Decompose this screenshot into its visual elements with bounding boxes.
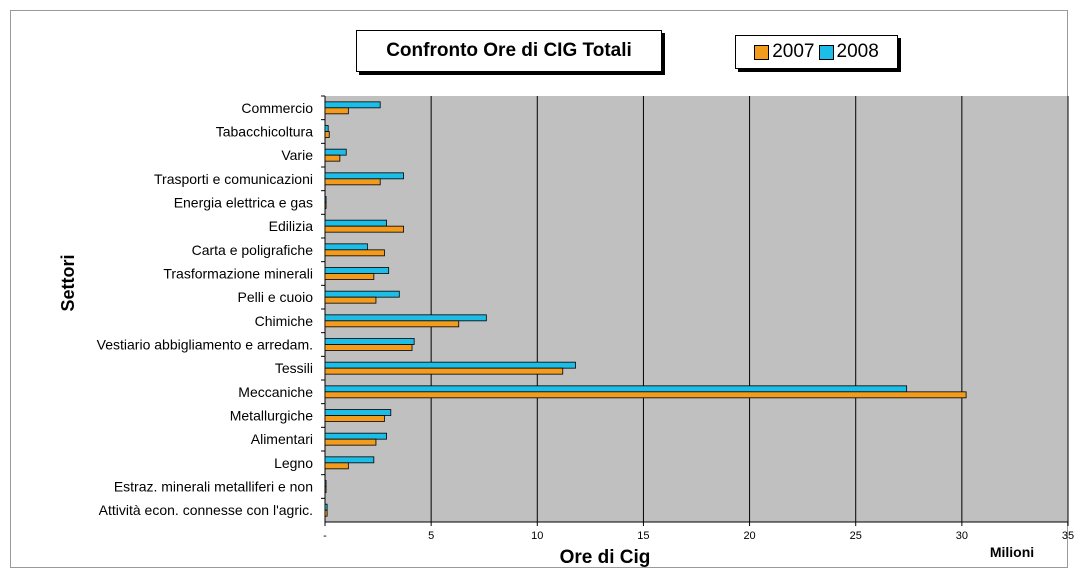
category-label: Commercio xyxy=(241,100,313,116)
category-label: Trasformazione minerali xyxy=(163,266,313,282)
bar-2007 xyxy=(324,249,385,257)
bar-2007 xyxy=(324,131,330,138)
legend-label-2008: 2008 xyxy=(836,41,879,62)
bar-2008 xyxy=(324,148,347,156)
bar-2008 xyxy=(324,267,390,274)
bar-2007 xyxy=(324,273,375,280)
bar-2007 xyxy=(324,462,349,470)
legend-item-2008: 2008 xyxy=(818,41,879,63)
x-tick-label: 35 xyxy=(1062,530,1074,542)
bar-2008 xyxy=(324,503,328,511)
bar-2007 xyxy=(324,154,341,162)
chart-title-box: Confronto Ore di CIG Totali xyxy=(356,30,662,72)
bar-2007 xyxy=(324,438,377,446)
category-label: Varie xyxy=(281,147,313,163)
bar-2007 xyxy=(324,107,349,115)
category-label: Attività econ. connesse con l'agric. xyxy=(99,502,313,518)
category-label: Carta e poligrafiche xyxy=(192,242,314,258)
bar-2007 xyxy=(324,391,967,399)
category-label: Tessili xyxy=(275,360,313,376)
bar-2008 xyxy=(324,456,375,464)
bar-2008 xyxy=(324,196,327,203)
bar-2008 xyxy=(324,480,327,487)
category-label: Alimentari xyxy=(251,431,313,447)
x-tick-label: 25 xyxy=(850,530,862,542)
bar-2008 xyxy=(324,219,387,227)
bar-2007 xyxy=(324,486,327,493)
category-label: Meccaniche xyxy=(238,384,313,400)
category-label: Estraz. minerali metalliferi e non xyxy=(114,479,313,495)
category-label: Trasporti e comunicazioni xyxy=(154,171,313,187)
category-label: Legno xyxy=(274,455,313,471)
chart-legend: 2007 2008 xyxy=(735,35,898,69)
category-label: Pelli e cuoio xyxy=(238,289,314,305)
x-tick-label: 15 xyxy=(637,530,649,542)
bar-2008 xyxy=(324,290,400,298)
category-label: Vestiario abbigliamento e arredam. xyxy=(97,337,313,353)
bar-2007 xyxy=(324,202,327,209)
x-tick-label: 10 xyxy=(531,530,543,542)
bar-2008 xyxy=(324,385,908,393)
bar-2008 xyxy=(324,338,415,345)
bar-2008 xyxy=(324,172,404,180)
x-tick-label: 30 xyxy=(956,530,968,542)
bar-2007 xyxy=(324,178,381,186)
category-label: Energia elettrica e gas xyxy=(174,195,313,211)
plot-area xyxy=(325,96,1068,522)
bar-2007 xyxy=(324,509,328,517)
bar-2008 xyxy=(324,243,368,251)
bar-2008 xyxy=(324,314,487,322)
bar-2007 xyxy=(324,296,377,304)
legend-swatch-2008 xyxy=(818,44,834,60)
x-axis-title: Ore di Cig xyxy=(560,547,651,568)
bar-2007 xyxy=(324,225,404,233)
bar-2007 xyxy=(324,367,564,375)
legend-swatch-2007 xyxy=(754,44,770,60)
category-label: Edilizia xyxy=(269,218,314,234)
legend-label-2007: 2007 xyxy=(772,41,815,62)
x-axis-unit: Milioni xyxy=(990,544,1034,560)
x-tick-label: - xyxy=(323,530,327,542)
x-tick-label: 5 xyxy=(428,530,434,542)
bar-2008 xyxy=(324,125,329,132)
x-tick-label: 20 xyxy=(743,530,755,542)
y-axis-title: Settori xyxy=(58,254,78,311)
legend-item-2007: 2007 xyxy=(754,41,815,63)
bar-2007 xyxy=(324,344,413,351)
bar-2008 xyxy=(324,361,576,369)
bar-2007 xyxy=(324,415,385,422)
bar-2007 xyxy=(324,320,460,328)
bar-2008 xyxy=(324,409,392,416)
bar-2008 xyxy=(324,432,387,440)
category-label: Metallurgiche xyxy=(230,408,313,424)
category-label: Chimiche xyxy=(255,313,314,329)
chart-title: Confronto Ore di CIG Totali xyxy=(386,40,632,61)
category-label: Tabacchicoltura xyxy=(216,124,313,140)
bar-2008 xyxy=(324,101,381,109)
